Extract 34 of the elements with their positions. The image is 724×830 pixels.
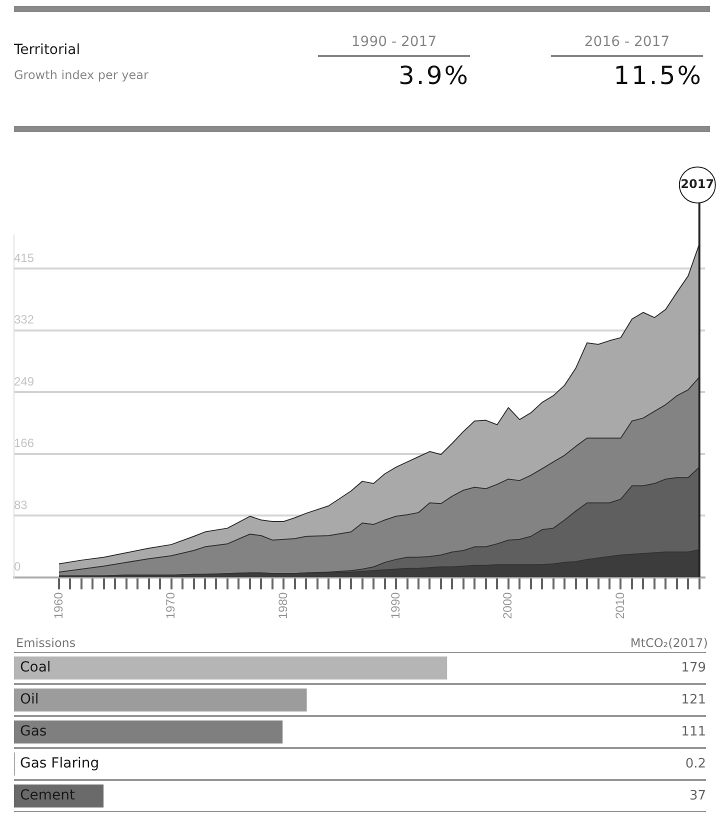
y-tick-label: 332 <box>14 312 34 327</box>
text: 1990 - 2017 <box>318 34 470 57</box>
x-tick-label: 1980 <box>276 592 290 620</box>
ref-line-label: 2017 <box>680 177 714 192</box>
y-tick-label: Gas Flaring <box>20 756 100 772</box>
y-tick-label: Coal <box>20 660 51 676</box>
data-label: 37 <box>689 788 706 804</box>
y-tick-label: 83 <box>14 498 28 512</box>
text: 2016 - 2017 <box>551 34 703 57</box>
y-tick-label: Cement <box>20 788 76 804</box>
x-tick-label: 1970 <box>164 592 178 620</box>
y-tick-label: 249 <box>14 374 34 388</box>
text: 11.5% <box>612 61 703 90</box>
data-label: 111 <box>681 724 706 740</box>
y-tick-label: 0 <box>14 560 21 574</box>
x-tick-label: 1990 <box>388 592 402 620</box>
y-tick-label: Oil <box>20 692 39 708</box>
x-tick-label: 1960 <box>51 592 66 620</box>
data-label: 121 <box>681 692 706 708</box>
bar <box>14 688 307 712</box>
text: 3.9% <box>397 61 470 90</box>
x-tick-label: 2000 <box>500 592 515 620</box>
data-label: 0.2 <box>685 756 706 772</box>
x-axis-title: MtCO₂(2017) <box>630 636 708 650</box>
bar <box>14 656 448 680</box>
y-tick-label: Gas <box>20 724 47 740</box>
chart-subtitle: Growth index per year <box>14 68 148 82</box>
chart-title: Emissions <box>16 636 76 650</box>
chart-title: Territorial <box>14 42 80 58</box>
x-tick-label: 2010 <box>613 592 628 620</box>
y-tick-label: 415 <box>14 250 34 265</box>
y-tick-label: 166 <box>14 436 34 450</box>
data-label: 179 <box>681 660 706 676</box>
bar <box>14 720 283 744</box>
